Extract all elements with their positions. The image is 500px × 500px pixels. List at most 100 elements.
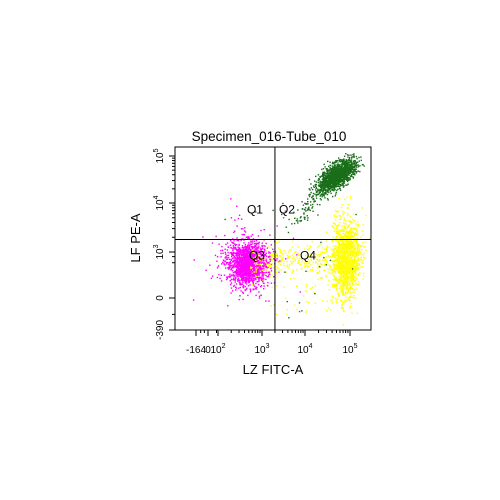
event-dot (350, 157, 353, 159)
event-dot (330, 173, 333, 176)
event-dot (349, 161, 351, 163)
event-dot (332, 236, 334, 239)
event-dot (246, 259, 248, 261)
event-dot (354, 167, 356, 169)
event-dot (327, 160, 329, 163)
event-dot (344, 166, 346, 169)
event-dot (250, 240, 252, 242)
event-dot (270, 282, 273, 284)
event-dot (329, 267, 331, 269)
event-dot (327, 185, 330, 187)
event-dot (294, 217, 296, 219)
event-dot (336, 185, 338, 188)
event-dot (342, 309, 345, 312)
event-dot (266, 255, 268, 257)
event-dot (236, 263, 239, 265)
event-dot (233, 260, 235, 262)
event-dot (272, 253, 274, 255)
event-dot (247, 251, 249, 253)
event-dot (237, 260, 240, 262)
event-dot (342, 273, 344, 275)
event-dot (327, 284, 329, 286)
event-dot (218, 273, 220, 276)
event-dot (349, 268, 351, 270)
event-dot (353, 244, 355, 246)
event-dot (333, 162, 335, 165)
event-dot (336, 236, 339, 238)
event-dot (350, 305, 352, 308)
event-dot (315, 175, 317, 178)
event-dot (331, 177, 333, 179)
event-dot (338, 197, 340, 200)
event-dot (341, 204, 343, 206)
event-dot (355, 255, 357, 257)
event-dot (350, 245, 352, 247)
event-dot (323, 189, 325, 191)
event-dot (337, 255, 339, 257)
event-dot (344, 291, 347, 293)
event-dot (347, 276, 350, 279)
event-dot (242, 292, 245, 294)
event-dot (337, 177, 339, 179)
event-dot (347, 278, 349, 281)
event-dot (235, 252, 237, 255)
event-dot (345, 159, 347, 161)
event-dot (329, 166, 331, 169)
event-dot (304, 202, 306, 205)
event-dot (342, 254, 344, 256)
event-dot (234, 243, 236, 245)
event-dot (322, 190, 324, 192)
event-dot (307, 201, 309, 203)
event-dot (348, 174, 350, 177)
event-dot (319, 183, 321, 185)
event-dot (350, 247, 353, 249)
event-dot (226, 242, 229, 244)
event-dot (286, 300, 288, 303)
event-dot (331, 225, 333, 227)
event-dot (343, 274, 345, 276)
event-dot (251, 247, 254, 249)
event-dot (234, 252, 236, 255)
event-dot (292, 269, 294, 271)
event-dot (243, 249, 245, 252)
event-dot (344, 168, 346, 171)
event-dot (341, 225, 343, 227)
event-dot (259, 263, 262, 265)
event-dot (252, 281, 254, 283)
event-dot (342, 307, 344, 309)
event-dot (328, 256, 330, 258)
event-dot (252, 240, 254, 242)
event-dot (324, 183, 326, 186)
event-dot (275, 268, 277, 271)
event-dot (339, 172, 341, 175)
event-dot (316, 260, 319, 262)
event-dot (348, 162, 350, 164)
event-dot (344, 276, 346, 279)
event-dot (254, 245, 256, 247)
event-dot (354, 170, 356, 172)
event-dot (259, 267, 262, 270)
event-dot (230, 217, 233, 219)
event-dot (261, 269, 264, 271)
event-dot (252, 261, 254, 263)
event-dot (355, 156, 358, 158)
event-dot (307, 270, 309, 273)
event-dot (299, 257, 301, 259)
event-dot (345, 232, 347, 234)
event-dot (271, 274, 273, 276)
event-dot (239, 251, 241, 254)
event-dot (235, 256, 237, 259)
event-dot (351, 168, 353, 170)
event-dot (351, 259, 353, 261)
event-dot (243, 277, 246, 279)
event-dot (262, 260, 265, 262)
event-dot (252, 243, 254, 245)
event-dot (296, 285, 298, 288)
event-dot (343, 167, 345, 169)
event-dot (338, 181, 340, 183)
event-dot (229, 266, 231, 269)
event-dot (353, 173, 355, 175)
event-dot (251, 233, 254, 236)
event-dot (316, 194, 319, 196)
event-dot (351, 261, 354, 263)
